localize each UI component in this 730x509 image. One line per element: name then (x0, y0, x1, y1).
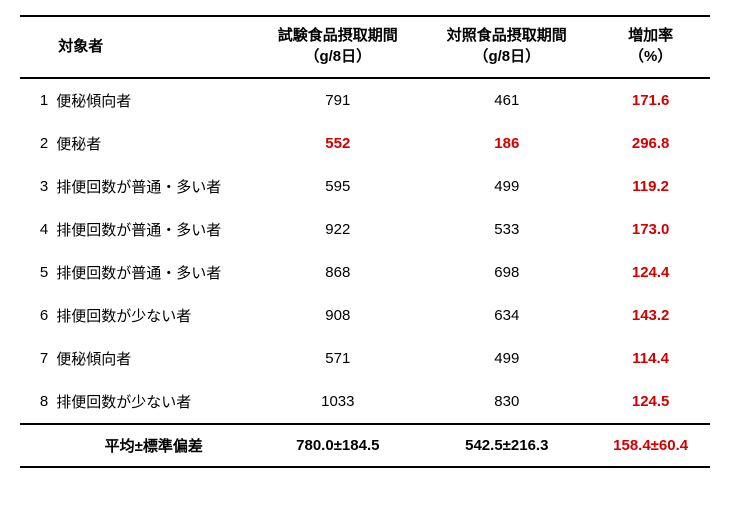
summary-control: 542.5±216.3 (422, 424, 591, 467)
summary-blank (20, 424, 54, 467)
row-control-value: 499 (422, 165, 591, 208)
header-num (20, 16, 54, 78)
table-row: 7便秘傾向者571499114.4 (20, 337, 710, 380)
row-control-value: 698 (422, 251, 591, 294)
row-number: 6 (20, 294, 54, 337)
row-number: 1 (20, 78, 54, 122)
row-control-value: 533 (422, 208, 591, 251)
table-row: 6排便回数が少ない者908634143.2 (20, 294, 710, 337)
row-test-value: 791 (253, 78, 422, 122)
row-test-value: 868 (253, 251, 422, 294)
row-test-value: 1033 (253, 380, 422, 424)
row-test-value: 908 (253, 294, 422, 337)
row-control-value: 461 (422, 78, 591, 122)
row-control-value: 499 (422, 337, 591, 380)
summary-test: 780.0±184.5 (253, 424, 422, 467)
header-row: 対象者 試験食品摂取期間（g/8日） 対照食品摂取期間（g/8日） 増加率（%） (20, 16, 710, 78)
table-row: 5排便回数が普通・多い者868698124.4 (20, 251, 710, 294)
header-test-period: 試験食品摂取期間（g/8日） (253, 16, 422, 78)
header-subject: 対象者 (54, 16, 253, 78)
table-row: 2便秘者552186296.8 (20, 122, 710, 165)
row-rate-value: 143.2 (591, 294, 710, 337)
row-number: 5 (20, 251, 54, 294)
row-rate-value: 171.6 (591, 78, 710, 122)
row-rate-value: 124.5 (591, 380, 710, 424)
row-number: 8 (20, 380, 54, 424)
row-test-value: 922 (253, 208, 422, 251)
row-number: 3 (20, 165, 54, 208)
row-control-value: 830 (422, 380, 591, 424)
row-number: 2 (20, 122, 54, 165)
row-subject: 排便回数が普通・多い者 (54, 165, 253, 208)
row-test-value: 571 (253, 337, 422, 380)
row-control-value: 634 (422, 294, 591, 337)
header-control-period: 対照食品摂取期間（g/8日） (422, 16, 591, 78)
row-test-value: 595 (253, 165, 422, 208)
row-subject: 便秘者 (54, 122, 253, 165)
summary-row: 平均±標準偏差 780.0±184.5 542.5±216.3 158.4±60… (20, 424, 710, 467)
row-rate-value: 296.8 (591, 122, 710, 165)
row-subject: 便秘傾向者 (54, 78, 253, 122)
table-row: 8排便回数が少ない者1033830124.5 (20, 380, 710, 424)
summary-label: 平均±標準偏差 (54, 424, 253, 467)
row-subject: 排便回数が普通・多い者 (54, 251, 253, 294)
row-rate-value: 124.4 (591, 251, 710, 294)
row-subject: 排便回数が少ない者 (54, 380, 253, 424)
row-control-value: 186 (422, 122, 591, 165)
data-table: 対象者 試験食品摂取期間（g/8日） 対照食品摂取期間（g/8日） 増加率（%）… (20, 15, 710, 468)
row-rate-value: 114.4 (591, 337, 710, 380)
row-test-value: 552 (253, 122, 422, 165)
table-body: 1便秘傾向者791461171.62便秘者552186296.83排便回数が普通… (20, 78, 710, 424)
table-row: 3排便回数が普通・多い者595499119.2 (20, 165, 710, 208)
table-row: 4排便回数が普通・多い者922533173.0 (20, 208, 710, 251)
row-number: 4 (20, 208, 54, 251)
table-row: 1便秘傾向者791461171.6 (20, 78, 710, 122)
row-rate-value: 119.2 (591, 165, 710, 208)
row-number: 7 (20, 337, 54, 380)
row-subject: 排便回数が少ない者 (54, 294, 253, 337)
row-rate-value: 173.0 (591, 208, 710, 251)
row-subject: 排便回数が普通・多い者 (54, 208, 253, 251)
summary-rate: 158.4±60.4 (591, 424, 710, 467)
header-increase-rate: 増加率（%） (591, 16, 710, 78)
row-subject: 便秘傾向者 (54, 337, 253, 380)
